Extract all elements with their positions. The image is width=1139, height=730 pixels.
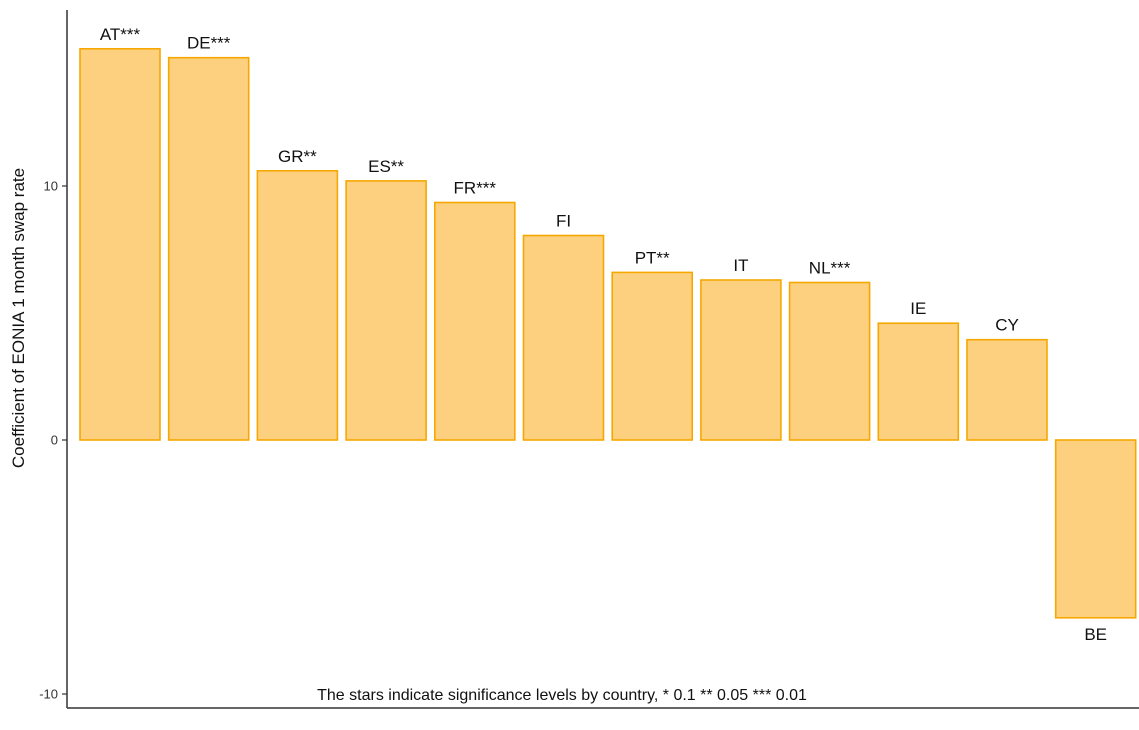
bar-label-ie: IE [910, 299, 926, 318]
bar-label-de: DE*** [187, 34, 231, 53]
bar-label-it: IT [733, 256, 748, 275]
bar-label-nl: NL*** [809, 259, 851, 278]
bar-at [79, 47, 161, 441]
y-tick-label: -10 [39, 687, 58, 702]
y-axis: -10 0 10 [39, 10, 68, 708]
bar-nl [788, 281, 871, 441]
bar-de [167, 56, 250, 441]
bar-fi [522, 234, 605, 441]
bar-pt [611, 271, 694, 441]
bar-label-at: AT*** [100, 25, 141, 44]
bar-es [345, 180, 427, 441]
bar-label-fi: FI [556, 212, 571, 231]
bar-gr [256, 170, 339, 441]
bar-it [700, 279, 782, 441]
bar-label-gr: GR** [278, 147, 317, 166]
y-tick-label: 0 [51, 433, 58, 448]
significance-note: The stars indicate significance levels b… [317, 687, 807, 704]
bar-label-cy: CY [995, 316, 1019, 335]
bar-cy [966, 338, 1048, 441]
bar-label-be: BE [1084, 625, 1107, 644]
bars-group [79, 47, 1137, 619]
y-ticks-group: -10 0 10 [39, 179, 67, 702]
bar-ie [877, 322, 960, 441]
bar-label-es: ES** [368, 157, 404, 176]
bar-label-fr: FR*** [454, 179, 497, 198]
bar-label-pt: PT** [635, 248, 670, 267]
bar-labels-group: AT*** DE*** GR** ES** FR*** FI PT** IT NL*** IE CY… [100, 25, 1107, 644]
y-axis-title: Coefficient of EONIA 1 month swap rate [9, 168, 28, 468]
bar-fr [433, 201, 516, 441]
y-tick-label: 10 [44, 179, 58, 194]
bar-be [1054, 439, 1137, 619]
